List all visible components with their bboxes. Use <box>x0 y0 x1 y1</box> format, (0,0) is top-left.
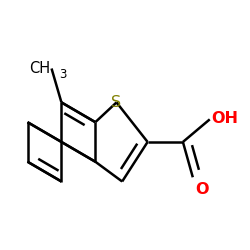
Text: S: S <box>112 95 122 110</box>
Text: OH: OH <box>211 111 238 126</box>
Text: CH: CH <box>29 61 50 76</box>
Text: 3: 3 <box>59 68 66 81</box>
Text: O: O <box>196 182 209 196</box>
